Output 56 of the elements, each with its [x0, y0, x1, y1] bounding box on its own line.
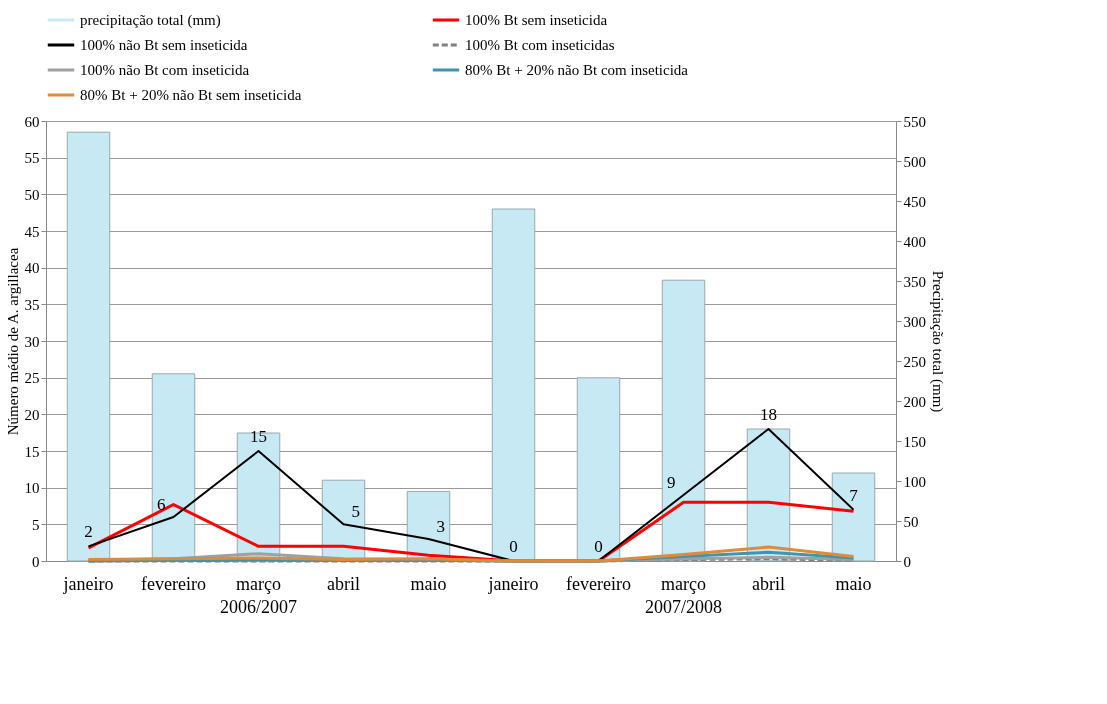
- data-label: 6: [157, 495, 166, 514]
- data-label: 3: [436, 517, 445, 536]
- y2-tick-label: 200: [903, 393, 926, 410]
- x-tick-label: abril: [752, 573, 785, 594]
- legend-label: 100% Bt com inseticidas: [465, 37, 615, 53]
- y-tick-label: 50: [24, 186, 40, 203]
- y-tick-label: 55: [24, 150, 40, 167]
- y-tick-label: 60: [24, 113, 40, 130]
- y-axis-title: Número médio de A. argillacea: [4, 247, 21, 436]
- x-tick-label: janeiro: [62, 573, 114, 594]
- y2-tick-label: 400: [903, 233, 926, 250]
- x-tick-label: fevereiro: [141, 573, 206, 594]
- y2-tick-label: 100: [903, 473, 926, 490]
- legend-label: 100% Bt sem inseticida: [465, 12, 608, 28]
- y-tick-label: 45: [24, 223, 40, 240]
- legend-label: 80% Bt + 20% não Bt com inseticida: [465, 62, 689, 78]
- data-label: 15: [250, 427, 267, 446]
- y2-tick-label: 0: [903, 553, 911, 570]
- y-tick-label: 30: [24, 333, 40, 350]
- y-tick-label: 5: [32, 516, 40, 533]
- data-label: 9: [667, 473, 676, 492]
- legend-label: 100% não Bt sem inseticida: [80, 37, 248, 53]
- x-tick-label: março: [661, 573, 706, 594]
- text: 2006/2007: [219, 597, 298, 617]
- x-tick-label: janeiro: [487, 573, 539, 594]
- x-tick-label: maio: [410, 573, 447, 594]
- y-tick-label: 20: [24, 406, 40, 423]
- data-label: 0: [594, 537, 603, 556]
- y2-tick-label: 500: [903, 153, 926, 170]
- data-label: 18: [760, 405, 777, 424]
- y-tick-label: 0: [32, 553, 40, 570]
- y-tick-label: 35: [24, 296, 40, 313]
- y-tick-label: 15: [24, 443, 40, 460]
- y2-tick-label: 300: [903, 313, 926, 330]
- legend-label: 100% não Bt com inseticida: [80, 62, 250, 78]
- x-tick-label: maio: [835, 573, 872, 594]
- y2-tick-label: 350: [903, 273, 926, 290]
- legend-label: 80% Bt + 20% não Bt sem inseticida: [80, 87, 302, 103]
- y2-axis-title: Precipitação total (mm): [929, 270, 946, 413]
- y-tick-label: 10: [24, 480, 40, 497]
- y-tick-label: 40: [24, 260, 40, 277]
- y2-tick-label: 150: [903, 433, 926, 450]
- data-label: 7: [849, 485, 859, 505]
- data-label: 5: [351, 502, 360, 522]
- x-tick-label: março: [236, 573, 281, 594]
- y2-tick-label: 550: [903, 113, 926, 130]
- y-tick-label: 25: [24, 370, 40, 387]
- y2-tick-label: 50: [903, 513, 919, 530]
- x-tick-label: fevereiro: [566, 573, 631, 594]
- data-label: 0: [509, 537, 518, 556]
- x-tick-label: abril: [327, 573, 360, 594]
- text: 2007/2008: [644, 597, 723, 617]
- y2-tick-label: 250: [903, 353, 926, 370]
- y2-tick-label: 450: [903, 193, 926, 210]
- data-label: 2: [84, 522, 93, 542]
- legend-label: precipitação total (mm): [80, 12, 221, 29]
